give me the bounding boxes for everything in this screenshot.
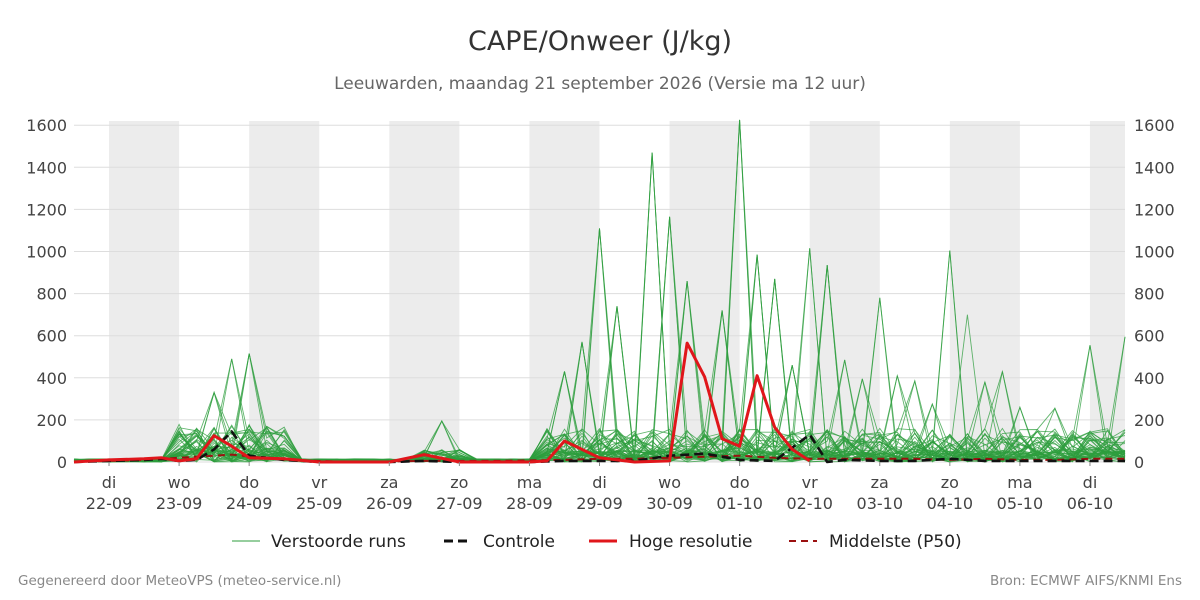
y-tick-right-1600: 1600 bbox=[1134, 116, 1175, 135]
chart-title: CAPE/Onweer (J/kg) bbox=[468, 26, 732, 57]
x-tick-date-27-09: 27-09 bbox=[436, 494, 483, 513]
y-tick-left-0: 0 bbox=[57, 453, 67, 472]
x-tick-day-01-10: do bbox=[730, 473, 750, 492]
x-tick-date-24-09: 24-09 bbox=[226, 494, 273, 513]
x-tick-date-04-10: 04-10 bbox=[927, 494, 974, 513]
series-hoge-resolutie bbox=[73, 341, 811, 464]
x-tick-date-01-10: 01-10 bbox=[716, 494, 763, 513]
x-tick-day-30-09: wo bbox=[658, 473, 681, 492]
x-tick-day-03-10: za bbox=[871, 473, 889, 492]
shaded-day-2026-09-26 bbox=[389, 121, 460, 462]
x-tick-day-29-09: di bbox=[592, 473, 607, 492]
y-tick-right-1400: 1400 bbox=[1134, 158, 1175, 177]
y-tick-left-400: 400 bbox=[36, 369, 67, 388]
x-tick-date-23-09: 23-09 bbox=[156, 494, 203, 513]
x-tick-date-02-10: 02-10 bbox=[786, 494, 833, 513]
y-tick-left-1400: 1400 bbox=[26, 158, 67, 177]
axes: 0 0 200 200 400 400 600 600 800 800 1000 1000 1200 12… bbox=[26, 116, 1174, 513]
x-tick-day-05-10: ma bbox=[1007, 473, 1032, 492]
x-tick-day-27-09: zo bbox=[450, 473, 468, 492]
chart-subtitle: Leeuwarden, maandag 21 september 2026 (V… bbox=[334, 74, 866, 94]
y-tick-left-1600: 1600 bbox=[26, 116, 67, 135]
series-controle bbox=[73, 430, 1125, 464]
footer-generated-by: Gegenereerd door MeteoVPS (meteo-service… bbox=[18, 573, 341, 589]
x-tick-date-06-10: 06-10 bbox=[1067, 494, 1114, 513]
x-tick-day-28-09: ma bbox=[517, 473, 542, 492]
x-tick-day-23-09: wo bbox=[168, 473, 191, 492]
x-tick-date-22-09: 22-09 bbox=[86, 494, 133, 513]
x-tick-day-26-09: za bbox=[380, 473, 398, 492]
y-tick-left-600: 600 bbox=[36, 327, 67, 346]
ensemble-member-48 bbox=[73, 365, 1126, 463]
x-tick-day-06-10: di bbox=[1083, 473, 1098, 492]
footer-source: Bron: ECMWF AIFS/KNMI Ens bbox=[990, 573, 1182, 589]
shaded-day-2026-09-22 bbox=[109, 121, 180, 462]
y-tick-right-200: 200 bbox=[1134, 411, 1165, 430]
legend: Verstoorde runs Controle Hoge resolutie … bbox=[232, 532, 962, 552]
shaded-day-2026-09-28 bbox=[529, 121, 600, 462]
x-tick-date-30-09: 30-09 bbox=[646, 494, 693, 513]
y-tick-right-1200: 1200 bbox=[1134, 200, 1175, 219]
weekday-shading bbox=[109, 121, 1125, 462]
shaded-day-2026-10-06 bbox=[1089, 121, 1125, 462]
y-tick-left-1200: 1200 bbox=[26, 200, 67, 219]
legend-label-hoge-resolutie: Hoge resolutie bbox=[629, 532, 753, 552]
x-tick-day-24-09: do bbox=[239, 473, 259, 492]
y-tick-right-0: 0 bbox=[1134, 453, 1144, 472]
y-tick-right-400: 400 bbox=[1134, 369, 1165, 388]
x-tick-date-28-09: 28-09 bbox=[506, 494, 553, 513]
x-tick-date-26-09: 26-09 bbox=[366, 494, 413, 513]
shaded-day-2026-09-30 bbox=[669, 121, 740, 462]
x-tick-day-02-10: vr bbox=[802, 473, 818, 492]
y-tick-left-1000: 1000 bbox=[26, 243, 67, 262]
y-tick-left-200: 200 bbox=[36, 411, 67, 430]
x-tick-date-25-09: 25-09 bbox=[296, 494, 343, 513]
x-tick-date-05-10: 05-10 bbox=[997, 494, 1044, 513]
x-tick-date-29-09: 29-09 bbox=[576, 494, 623, 513]
main-series bbox=[73, 341, 1125, 464]
y-tick-right-800: 800 bbox=[1134, 285, 1165, 304]
legend-label-ensemble: Verstoorde runs bbox=[271, 532, 406, 552]
shaded-day-2026-10-04 bbox=[949, 121, 1020, 462]
legend-label-controle: Controle bbox=[483, 532, 555, 552]
x-tick-day-04-10: zo bbox=[941, 473, 959, 492]
legend-label-p50: Middelste (P50) bbox=[829, 532, 962, 552]
x-tick-date-03-10: 03-10 bbox=[857, 494, 904, 513]
y-tick-right-600: 600 bbox=[1134, 327, 1165, 346]
x-tick-day-22-09: di bbox=[102, 473, 117, 492]
y-tick-right-1000: 1000 bbox=[1134, 243, 1175, 262]
x-tick-day-25-09: vr bbox=[311, 473, 327, 492]
y-tick-left-800: 800 bbox=[36, 285, 67, 304]
